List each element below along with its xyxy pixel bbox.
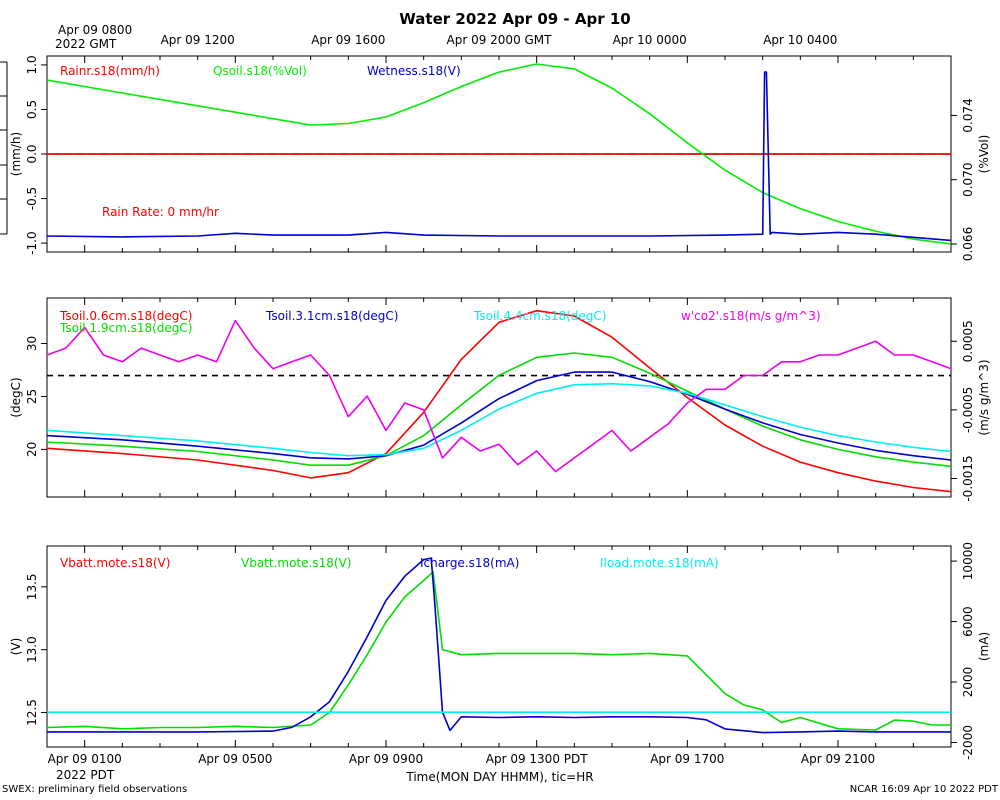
right-tick-label: 2000 [961,667,975,698]
left-tick-label: -0.5 [25,187,39,210]
series-line-2 [46,71,952,242]
top-time-label: Apr 09 1600 [311,33,385,47]
right-tick-label: 0.070 [961,163,975,197]
legend-0: Vbatt.mote.s18(V) [60,556,170,570]
bottom-time-label: Apr 09 0100 [48,752,122,766]
series-line-1 [46,63,952,245]
bottom-time-axis: Apr 09 0100 2022 PDT Apr 09 0500 Apr 09 090… [48,752,876,782]
series-line-2 [46,371,952,461]
footer-left: SWEX: preliminary field observations [2,784,187,795]
left-axis-label: (degC) [9,377,23,417]
top-time-label: Apr 10 0000 [613,33,687,47]
right-tick-label: 0.066 [961,227,975,261]
left-tick-label: -1.0 [25,231,39,254]
legend-4: w'co2'.s18(m/s g/m^3) [681,309,821,323]
series-line-1 [46,352,952,468]
series-line-2 [47,557,951,734]
left-tick-label: 20 [25,442,39,457]
series-line-3 [46,382,952,457]
right-tick-label: -2000 [961,725,975,760]
legend-2: Icharge.s18(mA) [420,556,519,570]
left-axis-label: (mm/h) [9,132,23,176]
x-axis-label: Time(MON DAY HHMM), tic=HR [405,770,593,784]
right-axis-label: (m/s g/m^3) [977,359,991,435]
left-tick-label: 12.5 [25,699,39,726]
chart-title: Water 2022 Apr 09 - Apr 10 [399,10,630,28]
right-tick-label: 6000 [961,606,975,637]
bottom-time-label-2: 2022 PDT [56,768,115,782]
legend-0: Tsoil.0.6cm.s18(degC) [59,309,193,323]
left-tick-label: 0.5 [25,100,39,119]
right-tick-label: -0.0015 [961,455,975,501]
top-time-label: Apr 09 2000 GMT [447,33,553,47]
legend-1: Vbatt.mote.s18(V) [241,556,351,570]
footer-right: NCAR 16:09 Apr 10 2022 PDT [850,784,999,795]
panel-rain-soil-moisture: 1.0 0.5 0.0 -0.5 -1.0 (mm/h) 0.074 0.070 0.066 (%… [9,55,991,261]
top-time-label: Apr 09 1200 [161,33,235,47]
legend-0: Rainr.s18(mm/h) [60,64,160,78]
right-tick-label: 0.074 [961,98,975,132]
bottom-time-label: Apr 09 0900 [349,752,423,766]
annotation: Rain Rate: 0 mm/hr [102,205,219,219]
left-tick-label: 25 [25,389,39,404]
series-line-4 [46,319,952,473]
right-axis-label: (%Vol) [977,135,991,174]
legend-1: Qsoil.s18(%Vol) [213,64,307,78]
left-tick-label: 1.0 [25,55,39,74]
bottom-time-label: Apr 09 1700 [650,752,724,766]
right-tick-label: 0.0005 [961,320,975,362]
top-time-label: Apr 10 0400 [763,33,837,47]
series-line-0 [46,309,952,493]
legend-2: Wetness.s18(V) [367,64,461,78]
bottom-time-label: Apr 09 1300 PDT [486,752,588,766]
legend-3: Iload.mote.s18(mA) [600,556,719,570]
top-time-label: Apr 09 0800 [58,23,132,37]
right-axis-label: (mA) [977,632,991,661]
right-tick-label: -0.0005 [961,387,975,433]
left-axis-label: (V) [9,638,23,656]
bottom-time-label: Apr 09 0500 [198,752,272,766]
left-tick-label: 13.0 [25,636,39,663]
legend-2: Tsoil.3.1cm.s18(degC) [265,309,399,323]
left-tick-label: 13.5 [25,573,39,600]
legend-1: Tsoil.1.9cm.s18(degC) [59,321,193,335]
right-tick-label: 10000 [961,542,975,580]
series-line-1 [46,570,951,731]
panel-soil-temperature-co2: 30 25 20 (degC) 0.0005 -0.0005 -0.0015 (m/s g/m… [9,297,991,502]
legend-3: Tsoil.4.4cm.s18(degC) [473,309,607,323]
panel-battery-power: 13.5 13.0 12.5 (V) 10000 6000 2000 -2000 (mA) Vba… [9,542,991,760]
left-tick-label: 30 [25,336,39,351]
panels: 1.0 0.5 0.0 -0.5 -1.0 (mm/h) 0.074 0.070 0.066 (%… [0,55,991,760]
bottom-time-label: Apr 09 2100 [801,752,875,766]
left-tick-label: 0.0 [25,144,39,163]
top-time-label-2: 2022 GMT [55,37,117,51]
